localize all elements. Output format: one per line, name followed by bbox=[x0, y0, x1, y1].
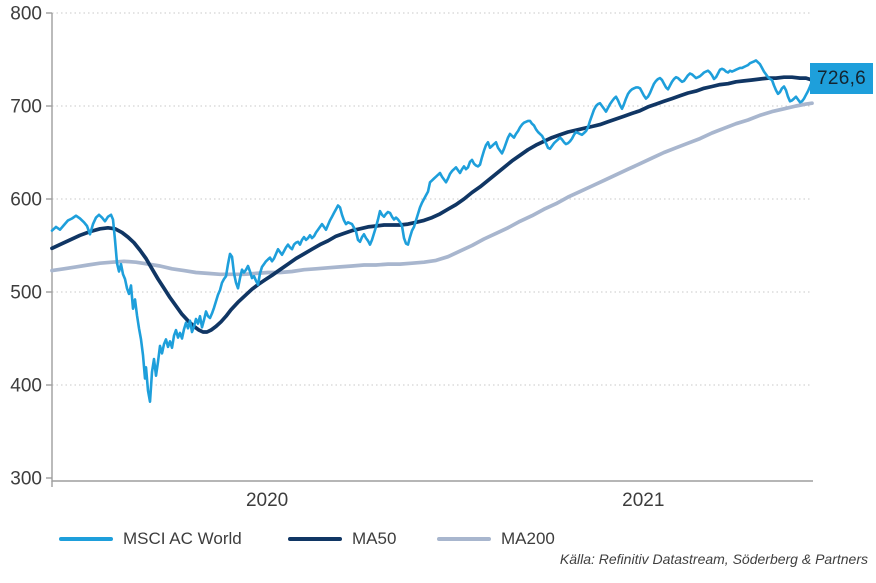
y-tick-label: 400 bbox=[10, 376, 42, 397]
y-tick-label: 700 bbox=[10, 97, 42, 118]
y-tick-label: 300 bbox=[10, 469, 42, 490]
legend: MSCI AC World MA50 MA200 bbox=[0, 526, 876, 552]
ma50-line bbox=[50, 75, 814, 334]
legend-label: MA50 bbox=[352, 529, 397, 548]
msci-line-swatch-icon bbox=[59, 536, 113, 542]
legend-item-ma200[interactable]: MA200 bbox=[437, 526, 555, 552]
legend-label: MSCI AC World bbox=[123, 529, 242, 548]
axes bbox=[51, 13, 813, 482]
y-tick-label: 800 bbox=[10, 4, 42, 25]
source-caption: Källa: Refinitiv Datastream, Söderberg &… bbox=[559, 551, 868, 567]
legend-item-ma50[interactable]: MA50 bbox=[288, 526, 396, 552]
last-value-badge: 726,6 bbox=[810, 63, 873, 94]
y-tick-label: 600 bbox=[10, 190, 42, 211]
ma50-line-swatch-icon bbox=[288, 536, 342, 542]
ma200-line bbox=[50, 101, 814, 277]
legend-item-msci-ac-world[interactable]: MSCI AC World bbox=[59, 526, 242, 552]
legend-label: MA200 bbox=[501, 529, 555, 548]
x-tick-label: 2020 bbox=[246, 490, 288, 511]
y-tick-label: 500 bbox=[10, 283, 42, 304]
x-tick-label: 2021 bbox=[622, 490, 664, 511]
ma200-line-swatch-icon bbox=[437, 536, 491, 542]
msci-ac-world-line bbox=[50, 59, 814, 404]
